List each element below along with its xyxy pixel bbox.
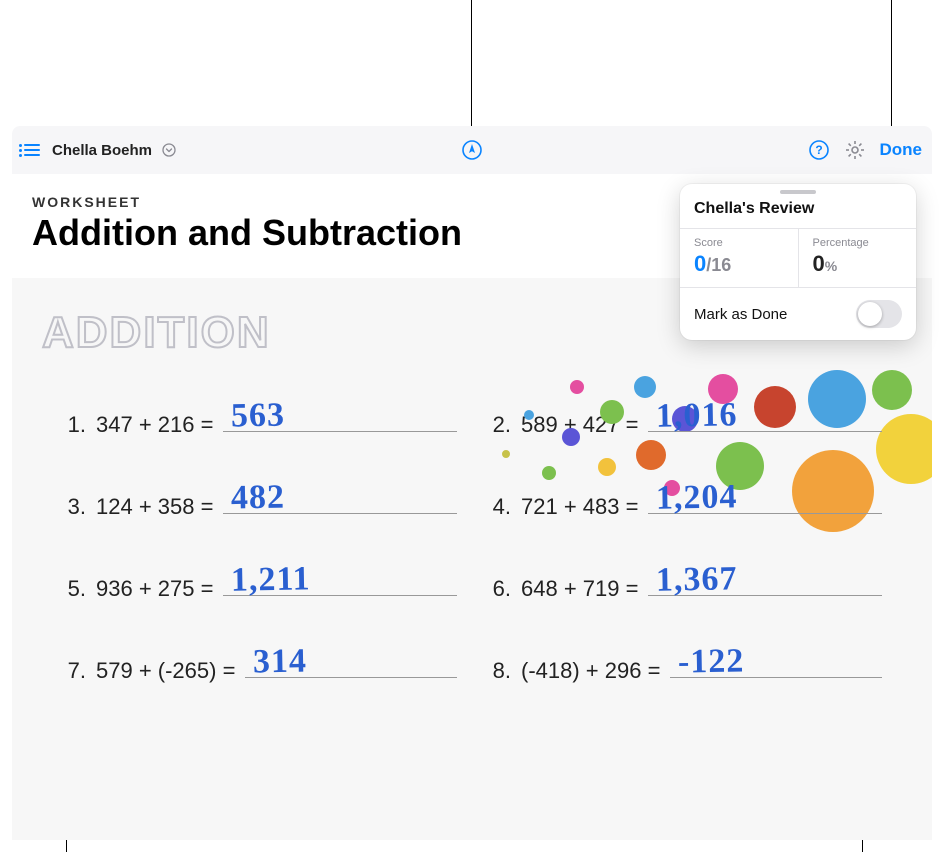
score-max: 16 xyxy=(711,255,731,275)
problem-number: 8. xyxy=(487,658,511,684)
problem-row: 3. 124 + 358 = 482 xyxy=(62,480,457,520)
score-stat[interactable]: Score 0/16 xyxy=(680,229,798,287)
markup-icon[interactable] xyxy=(461,139,483,161)
problem-expression: 579 + (-265) = xyxy=(96,658,235,684)
problem-number: 5. xyxy=(62,576,86,602)
app-frame: Chella Boehm ? Done WORKSHEET Addition a… xyxy=(0,0,944,852)
list-icon[interactable] xyxy=(22,139,44,161)
chevron-down-icon[interactable] xyxy=(162,143,176,157)
answer-blank[interactable]: 1,211 xyxy=(223,562,457,596)
help-icon[interactable]: ? xyxy=(808,139,830,161)
answer-blank[interactable]: 314 xyxy=(245,644,457,678)
answer-blank[interactable]: 1,367 xyxy=(648,562,882,596)
problem-number: 6. xyxy=(487,576,511,602)
decor-circle xyxy=(570,380,584,394)
problem-number: 7. xyxy=(62,658,86,684)
student-name[interactable]: Chella Boehm xyxy=(52,142,152,159)
answer-blank[interactable]: 563 xyxy=(223,398,457,432)
answer-blank[interactable]: 1,016 xyxy=(648,398,882,432)
score-label: Score xyxy=(694,237,784,249)
handwritten-answer: -122 xyxy=(678,642,745,681)
callout-line-top-center xyxy=(471,0,472,126)
problem-row: 8. (-418) + 296 = -122 xyxy=(487,644,882,684)
decor-circle xyxy=(634,376,656,398)
problem-expression: 721 + 483 = xyxy=(521,494,638,520)
problem-number: 1. xyxy=(62,412,86,438)
handwritten-answer: 314 xyxy=(253,643,308,682)
drag-handle-icon[interactable] xyxy=(780,190,816,194)
problems-grid: 1. 347 + 216 = 563 2. 589 + 427 = 1,016 3. 124 … xyxy=(42,398,902,684)
toolbar: Chella Boehm ? Done xyxy=(12,126,932,174)
percentage-value: 0 xyxy=(813,251,825,276)
problem-row: 2. 589 + 427 = 1,016 xyxy=(487,398,882,438)
worksheet-sheet[interactable]: ADDITION 1.347 + 216 =5632.589 + 427 =1,… xyxy=(12,278,932,840)
done-button[interactable]: Done xyxy=(880,140,923,160)
handwritten-answer: 482 xyxy=(231,479,286,518)
gear-icon[interactable] xyxy=(844,139,866,161)
answer-blank[interactable]: -122 xyxy=(670,644,882,678)
problem-row: 6. 648 + 719 = 1,367 xyxy=(487,562,882,602)
problem-expression: 936 + 275 = xyxy=(96,576,213,602)
svg-text:?: ? xyxy=(815,143,822,157)
handwritten-answer: 1,367 xyxy=(656,560,738,599)
review-panel[interactable]: Chella's Review Score 0/16 Percentage 0%… xyxy=(680,184,916,340)
answer-blank[interactable]: 482 xyxy=(223,480,457,514)
problem-expression: (-418) + 296 = xyxy=(521,658,660,684)
score-current: 0 xyxy=(694,251,706,276)
answer-blank[interactable]: 1,204 xyxy=(648,480,882,514)
percentage-stat[interactable]: Percentage 0% xyxy=(798,229,917,287)
problem-row: 1. 347 + 216 = 563 xyxy=(62,398,457,438)
problem-number: 2. xyxy=(487,412,511,438)
review-title: Chella's Review xyxy=(680,198,916,228)
problem-row: 4. 721 + 483 = 1,204 xyxy=(487,480,882,520)
problem-expression: 124 + 358 = xyxy=(96,494,213,520)
handwritten-answer: 1,204 xyxy=(656,478,738,517)
percentage-label: Percentage xyxy=(813,237,903,249)
handwritten-answer: 1,211 xyxy=(231,560,311,599)
percentage-unit: % xyxy=(825,258,837,274)
problem-row: 7. 579 + (-265) = 314 xyxy=(62,644,457,684)
handwritten-answer: 563 xyxy=(231,397,286,436)
problem-expression: 347 + 216 = xyxy=(96,412,213,438)
mark-done-label: Mark as Done xyxy=(694,306,787,323)
problem-number: 4. xyxy=(487,494,511,520)
problem-number: 3. xyxy=(62,494,86,520)
mark-done-toggle[interactable] xyxy=(856,300,902,328)
handwritten-answer: 1,016 xyxy=(656,396,738,435)
problem-expression: 648 + 719 = xyxy=(521,576,638,602)
problem-expression: 589 + 427 = xyxy=(521,412,638,438)
problem-row: 5. 936 + 275 = 1,211 xyxy=(62,562,457,602)
